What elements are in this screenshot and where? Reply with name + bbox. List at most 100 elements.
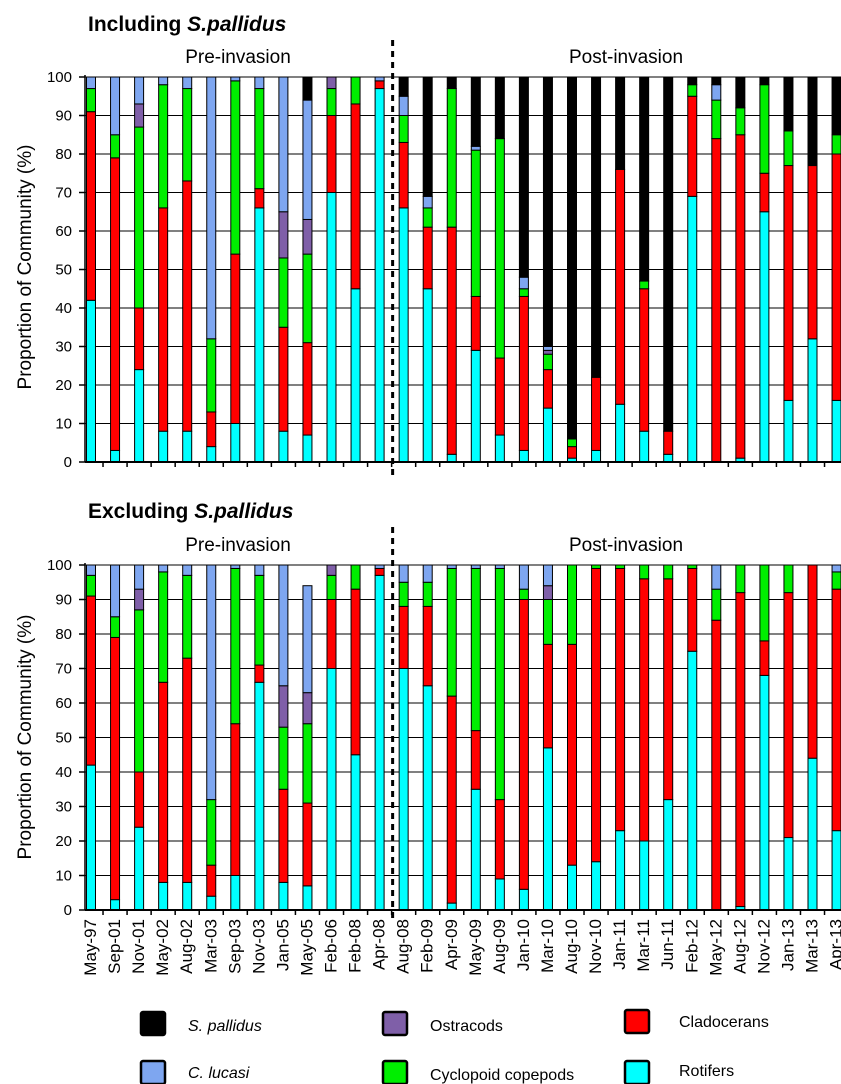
bar-segment-rotifers-Mar-13 <box>807 757 818 911</box>
bar-segment-rotifers-May-05 <box>302 885 313 911</box>
x-tick-label: May-09 <box>466 919 485 976</box>
bar-segment-cladocerans-Sep-01 <box>110 157 121 451</box>
panel-2-post-invasion-label: Post-invasion <box>569 535 683 556</box>
bar-segment-cyclopoid-May-09 <box>470 149 481 297</box>
bar-segment-rotifers-Jan-05 <box>278 430 289 463</box>
bar-segment-rotifers-Aug-10 <box>567 864 577 911</box>
bar-segment-ostracods-Nov-01 <box>134 103 145 128</box>
bar-segment-ostracods-Nov-01 <box>134 588 145 611</box>
bar-segment-cladocerans-Mar-13 <box>807 165 818 340</box>
panel-1-title: Including S.pallidus <box>88 13 286 36</box>
x-tick-label: Feb-08 <box>346 919 365 973</box>
bar-segment-clucasi-Nov-03 <box>254 564 265 576</box>
bar-segment-cyclopoid-Apr-09 <box>446 88 457 228</box>
bar-segment-clucasi-Sep-03 <box>230 564 241 569</box>
y-tick-label: 80 <box>55 626 72 643</box>
y-tick-label: 60 <box>55 223 72 240</box>
bar-segment-cyclopoid-Sep-03 <box>230 80 241 255</box>
x-tick-label: Aug-12 <box>730 919 749 974</box>
bar-segment-cladocerans-Feb-12 <box>687 567 698 652</box>
bar-segment-clucasi-Aug-09 <box>494 564 505 569</box>
bar-segment-cladocerans-Sep-03 <box>230 723 241 877</box>
x-tick-label: May-97 <box>81 919 100 976</box>
bar-segment-rotifers-Nov-10 <box>591 449 602 463</box>
panel-1-post-invasion-label: Post-invasion <box>569 47 683 68</box>
bar-segment-cladocerans-Jan-05 <box>278 326 289 432</box>
bar-segment-cladocerans-Aug-12 <box>735 134 746 459</box>
bar-segment-rotifers-Feb-12 <box>687 650 698 911</box>
panel-2-pre-invasion-label: Pre-invasion <box>185 535 291 556</box>
bar-segment-rotifers-Mar-03 <box>206 446 217 463</box>
bar-segment-rotifers-Aug-09 <box>494 434 505 463</box>
bar-segment-cyclopoid-May-97 <box>86 88 96 113</box>
y-tick-label: 90 <box>55 592 72 609</box>
legend-label-clucasi: C. lucasi <box>188 1065 250 1082</box>
x-tick-label: Mar-11 <box>634 919 653 972</box>
bar-segment-cyclopoid-Aug-08 <box>398 115 409 143</box>
bar-segment-rotifers-Apr-09 <box>446 453 457 463</box>
bar-segment-spallidus-Jan-10 <box>518 76 529 278</box>
x-tick-label: Jan-10 <box>514 919 533 971</box>
bar-segment-cladocerans-May-09 <box>470 730 481 790</box>
bar-segment-cladocerans-Mar-10 <box>542 643 553 749</box>
bar-segment-rotifers-Mar-10 <box>542 407 553 463</box>
bar-segment-spallidus-May-09 <box>470 76 481 147</box>
bar-segment-rotifers-Jan-11 <box>615 830 626 911</box>
bar-segment-rotifers-May-02 <box>158 430 169 463</box>
x-tick-label: Mar-03 <box>201 919 220 973</box>
x-tick-label: Feb-06 <box>322 919 341 973</box>
bar-segment-cyclopoid-Mar-03 <box>206 338 217 413</box>
y-tick-label: 70 <box>55 185 72 202</box>
y-tick-label: 50 <box>55 262 72 279</box>
bar-segment-clucasi-May-09 <box>470 564 481 569</box>
y-tick-label: 30 <box>55 339 72 356</box>
bar-segment-cladocerans-Nov-01 <box>134 771 145 828</box>
bar-segment-cladocerans-Mar-11 <box>639 288 650 432</box>
bar-segment-rotifers-Jan-13 <box>783 837 794 911</box>
bar-segment-rotifers-Sep-03 <box>230 423 241 463</box>
bar-segment-cyclopoid-Sep-03 <box>230 567 241 725</box>
bar-segment-clucasi-Nov-03 <box>254 76 265 90</box>
bar-segment-rotifers-May-97 <box>86 764 96 911</box>
bar-segment-cyclopoid-Feb-09 <box>422 581 433 607</box>
x-tick-label: Nov-01 <box>129 919 148 974</box>
panel-1-bars <box>86 76 841 463</box>
bar-segment-cyclopoid-Aug-08 <box>398 581 409 607</box>
bar-segment-cladocerans-Aug-08 <box>398 141 409 209</box>
legend: S. pallidus Ostracods Cladocerans C. lucasi… <box>139 1008 769 1084</box>
bar-segment-cyclopoid-Jun-11 <box>663 564 674 580</box>
bar-segment-cyclopoid-Sep-01 <box>110 134 121 159</box>
bar-segment-cyclopoid-Feb-08 <box>350 564 361 590</box>
bar-segment-cladocerans-May-09 <box>470 295 481 351</box>
bar-segment-cladocerans-Feb-08 <box>350 103 361 290</box>
bar-segment-cladocerans-Jan-13 <box>783 592 794 839</box>
bar-segment-spallidus-Aug-09 <box>494 76 505 140</box>
x-tick-label: Apr-09 <box>442 919 461 970</box>
bar-segment-ostracods-Jan-05 <box>278 211 289 259</box>
bar-segment-cyclopoid-Jan-11 <box>615 564 626 569</box>
panel-1-axis <box>84 40 841 478</box>
legend-swatch-clucasi <box>139 1059 167 1084</box>
bar-segment-rotifers-May-02 <box>158 881 169 911</box>
bar-segment-clucasi-Jan-05 <box>278 76 289 213</box>
bar-segment-clucasi-Mar-10 <box>542 346 553 351</box>
bar-segment-cladocerans-Aug-02 <box>182 657 193 883</box>
bar-segment-cladocerans-Nov-01 <box>134 307 145 371</box>
bar-segment-rotifers-Mar-13 <box>807 338 818 463</box>
bar-segment-spallidus-Nov-10 <box>591 76 602 378</box>
bar-segment-cladocerans-Jun-11 <box>663 430 674 455</box>
legend-label-ostracods: Ostracods <box>430 1018 503 1035</box>
x-tick-label: Aug-09 <box>490 919 509 974</box>
bar-segment-clucasi-Mar-03 <box>206 564 217 801</box>
bar-segment-clucasi-May-97 <box>86 76 96 90</box>
panel-1-y-axis-label: Proportion of Community (%) <box>15 145 36 390</box>
bar-segment-cyclopoid-Nov-01 <box>134 126 145 309</box>
bar-segment-cyclopoid-Aug-09 <box>494 567 505 801</box>
bar-segment-cladocerans-Jan-11 <box>615 168 626 405</box>
bar-segment-clucasi-Aug-02 <box>182 564 193 576</box>
bar-segment-spallidus-Apr-13 <box>831 76 841 136</box>
bar-segment-spallidus-Aug-08 <box>398 76 409 97</box>
bar-segment-rotifers-Jan-11 <box>615 403 626 463</box>
bar-segment-cyclopoid-May-97 <box>86 574 96 597</box>
x-tick-label: Aug-08 <box>394 919 413 974</box>
